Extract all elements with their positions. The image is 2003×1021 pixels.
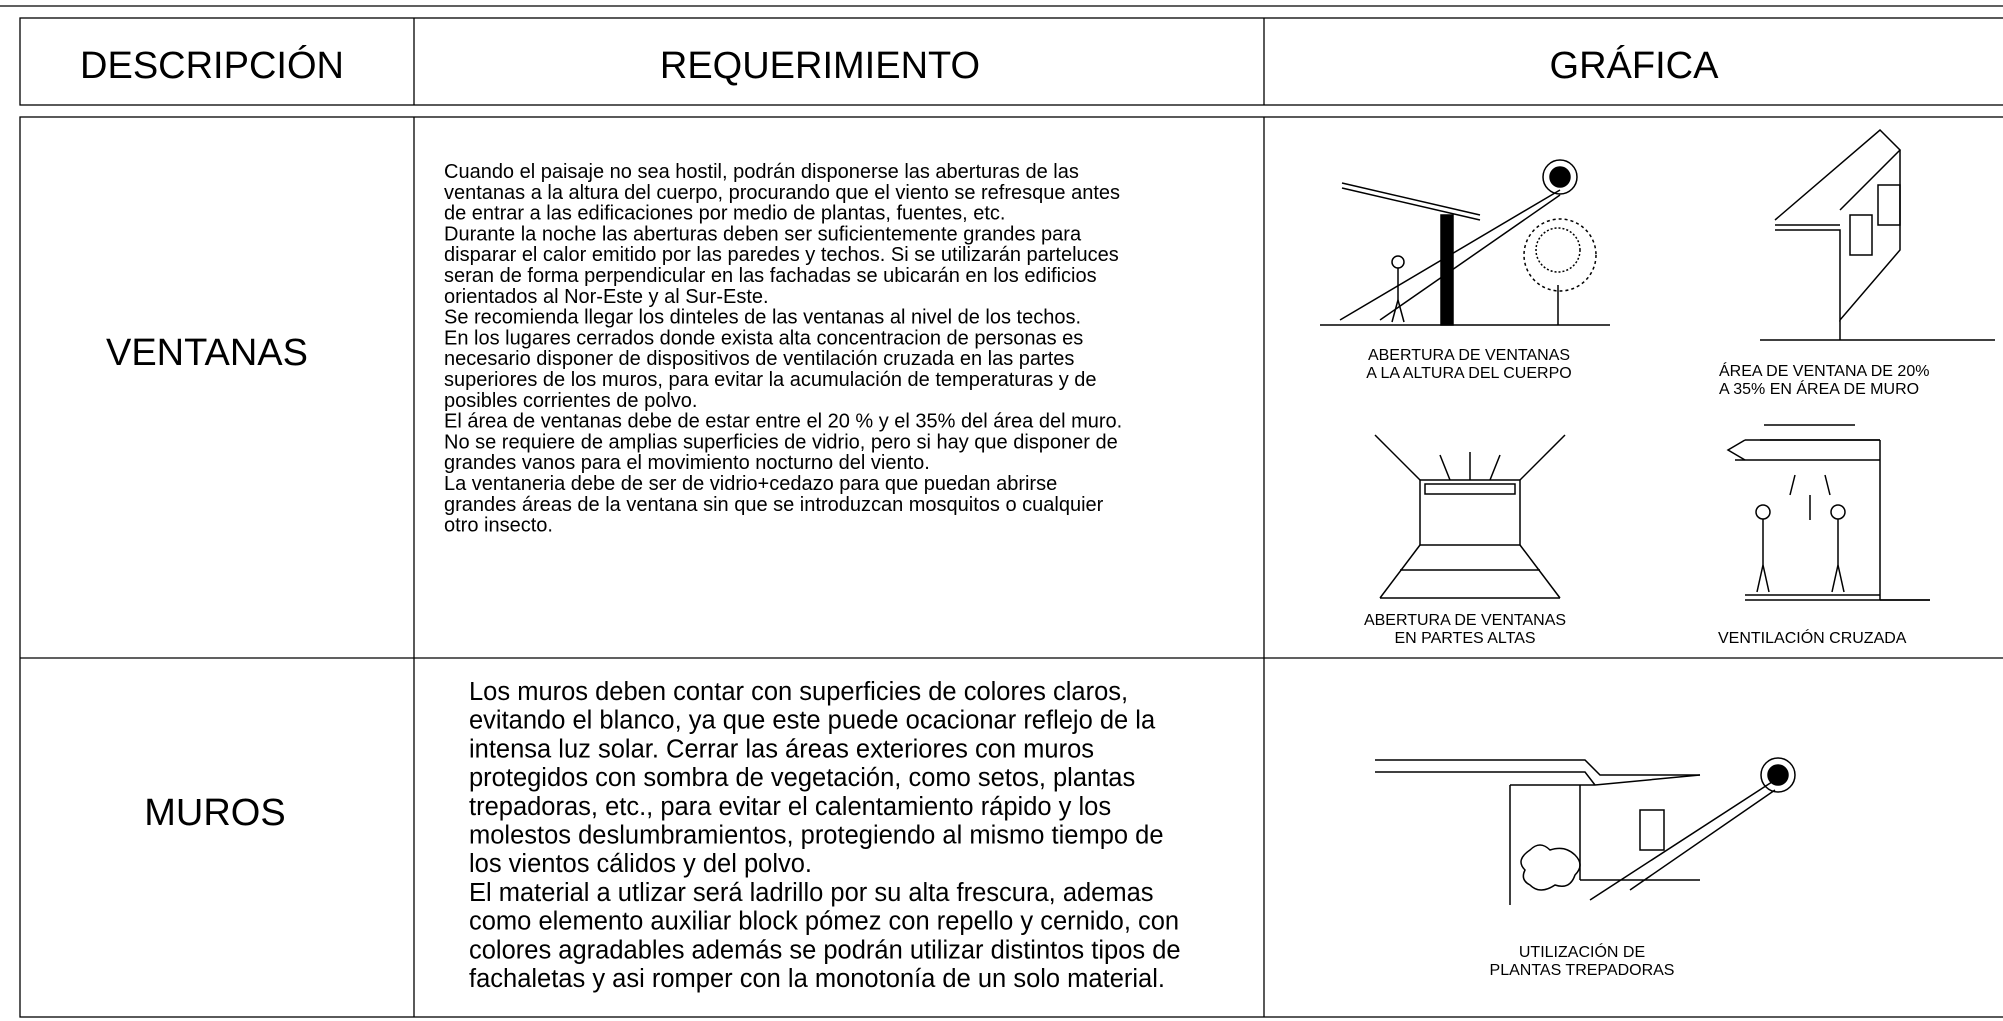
requirement-line: superiores de los muros, para evitar la … bbox=[444, 369, 1097, 391]
requirement-line: fachaletas y asi romper con la monotonía… bbox=[469, 965, 1165, 993]
requirement-line: evitando el blanco, ya que este puede oc… bbox=[469, 707, 1156, 735]
illustration bbox=[1320, 159, 1610, 326]
caption: EN PARTES ALTAS bbox=[1394, 630, 1535, 647]
requirement-line: los vientos cálidos y del polvo. bbox=[469, 850, 812, 878]
requirement-line: de entrar a las edificaciones por medio … bbox=[444, 203, 1005, 225]
requirement-line: En los lugares cerrados donde exista alt… bbox=[444, 327, 1083, 349]
caption: PLANTAS TREPADORAS bbox=[1490, 962, 1675, 979]
requirement-line: intensa luz solar. Cerrar las áreas exte… bbox=[469, 735, 1094, 763]
caption: A LA ALTURA DEL CUERPO bbox=[1366, 365, 1571, 382]
caption: A 35% EN ÁREA DE MURO bbox=[1719, 379, 1919, 398]
requirement-line: molestos deslumbramientos, protegiendo a… bbox=[469, 822, 1164, 850]
requirement-line: seran de forma perpendicular en las fach… bbox=[444, 265, 1097, 287]
illustration bbox=[1375, 757, 1796, 905]
text-layer: Cuando el paisaje no sea hostil, podrán … bbox=[444, 161, 1929, 993]
illustration bbox=[1760, 128, 1995, 341]
header-cell: DESCRIPCIÓN bbox=[80, 44, 344, 87]
row-label: MUROS bbox=[144, 792, 285, 834]
caption: VENTILACIÓN CRUZADA bbox=[1718, 628, 1907, 647]
caption: ABERTURA DE VENTANAS bbox=[1364, 612, 1566, 629]
header-cell: GRÁFICA bbox=[1550, 44, 1720, 87]
requirement-line: otro insecto. bbox=[444, 515, 553, 537]
requirement-line: grandes áreas de la ventana sin que se i… bbox=[444, 494, 1104, 516]
requirement-line: La ventaneria debe de ser de vidrio+ceda… bbox=[444, 473, 1057, 495]
requirement-line: Durante la noche las aberturas deben ser… bbox=[444, 223, 1082, 245]
body-frame bbox=[19, 116, 2003, 1018]
illustration bbox=[1726, 424, 1930, 601]
header-row bbox=[19, 17, 2003, 106]
requirement-line: ventanas a la altura del cuerpo, procura… bbox=[444, 182, 1120, 204]
requirement-line: Se recomienda llegar los dinteles de las… bbox=[444, 307, 1081, 329]
requirement-line: posibles corrientes de polvo. bbox=[444, 390, 697, 412]
caption: ÁREA DE VENTANA DE 20% bbox=[1719, 361, 1929, 380]
requirement-line: grandes vanos para el movimiento nocturn… bbox=[444, 452, 930, 474]
header-cell: REQUERIMIENTO bbox=[660, 45, 980, 87]
requirement-line: como elemento auxiliar block pómez con r… bbox=[469, 908, 1179, 936]
row-label: VENTANAS bbox=[106, 332, 308, 374]
requirement-line: trepadoras, etc., para evitar el calenta… bbox=[469, 793, 1111, 821]
requirement-line: necesario disponer de dispositivos de ve… bbox=[444, 348, 1074, 370]
requirement-line: Cuando el paisaje no sea hostil, podrán … bbox=[444, 161, 1079, 183]
requirement-line: protegidos con sombra de vegetación, com… bbox=[469, 764, 1135, 792]
requirement-line: No se requiere de amplias superficies de… bbox=[444, 431, 1118, 453]
requirement-line: colores agradables además se podrán util… bbox=[469, 936, 1181, 964]
caption: UTILIZACIÓN DE bbox=[1519, 942, 1645, 961]
requirement-line: orientados al Nor-Este y al Sur-Este. bbox=[444, 286, 769, 308]
illustration bbox=[1374, 434, 1566, 599]
requirement-line: Los muros deben contar con superficies d… bbox=[469, 678, 1128, 706]
requirement-line: El material a utlizar será ladrillo por … bbox=[469, 879, 1154, 907]
requirement-line: El área de ventanas debe de estar entre … bbox=[444, 411, 1122, 433]
requirement-line: disparar el calor emitido por las parede… bbox=[444, 244, 1119, 266]
caption: ABERTURA DE VENTANAS bbox=[1368, 347, 1570, 364]
